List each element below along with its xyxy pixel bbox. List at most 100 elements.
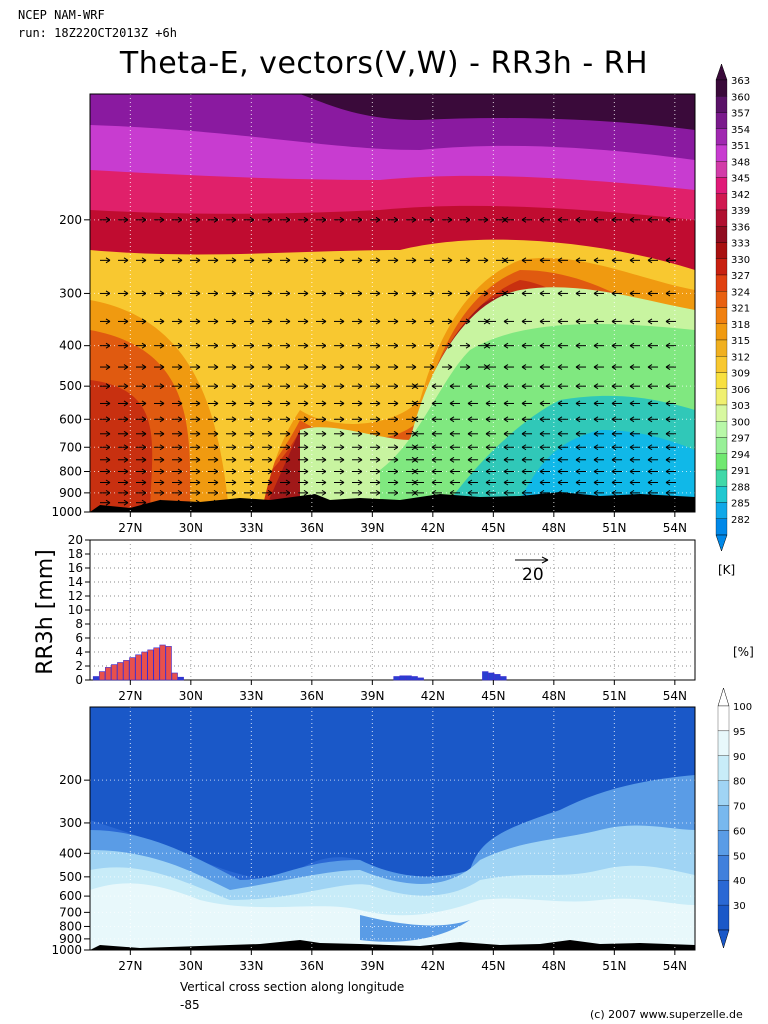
- wind-vector-head: [159, 430, 165, 437]
- wind-vector-head: [447, 257, 453, 264]
- rr3h-bar: [494, 674, 501, 681]
- wind-vector-head: [593, 342, 599, 349]
- theta-e-x-tick-label-48N: 48N: [542, 521, 566, 535]
- wind-vector-head: [105, 456, 111, 463]
- wind-vector-head: [249, 479, 255, 486]
- wind-vector-head: [195, 342, 201, 349]
- wind-vector-head: [249, 456, 255, 463]
- wind-vector-head: [177, 444, 183, 451]
- wind-vector-head: [267, 499, 273, 506]
- wind-vector-head: [447, 290, 453, 297]
- wind-vector-head: [521, 479, 527, 486]
- wind-vector-head: [231, 290, 237, 297]
- wind-vector-head: [413, 499, 419, 506]
- theta-e-panel: 200 300 400 500 600 700 800 900 1000 27N 30N 33N 36…: [51, 93, 696, 535]
- wind-vector-head: [393, 444, 399, 451]
- theta-e-colorbar-swatch-327: [715, 274, 728, 292]
- wind-vector-head: [467, 479, 473, 486]
- rh-colorbar-label-70: 70: [733, 802, 746, 813]
- wind-vector-head: [321, 468, 327, 475]
- wind-vector-head: [321, 456, 327, 463]
- rh-colorbar-top-arrow: [717, 687, 730, 707]
- wind-vector-head: [285, 489, 291, 496]
- wind-vector-head: [539, 479, 545, 486]
- theta-e-colorbar-label-288: 288: [731, 482, 750, 493]
- wind-vector-head: [375, 318, 381, 325]
- wind-vector-head: [321, 364, 327, 370]
- wind-vector-head: [629, 499, 635, 506]
- wind-vector-head: [213, 383, 219, 390]
- wind-vector-head: [213, 499, 219, 506]
- wind-vector-head: [249, 318, 255, 325]
- wind-vector-head: [159, 383, 165, 390]
- wind-vector-head: [303, 416, 309, 423]
- rh-x-tick-label-27N: 27N: [118, 959, 142, 973]
- wind-vector-head: [159, 257, 165, 264]
- wind-vector-head: [177, 364, 183, 370]
- wind-vector-head: [611, 468, 617, 475]
- rh-tick-label-300: 300: [59, 816, 82, 830]
- theta-e-tick-label-600: 600: [59, 412, 82, 426]
- wind-vector-head: [629, 342, 635, 349]
- wind-vector-head: [539, 499, 545, 506]
- wind-vector-head: [177, 430, 183, 437]
- wind-vector-head: [629, 468, 635, 475]
- wind-vector-head: [321, 416, 327, 423]
- rh-colorbar-swatch-90: [717, 755, 730, 781]
- wind-vector-head: [629, 489, 635, 496]
- wind-vector-head: [123, 216, 129, 223]
- wind-vector-head: [195, 489, 201, 496]
- wind-vector-head: [665, 489, 671, 496]
- wind-vector-head: [647, 290, 653, 297]
- wind-vector-head: [521, 364, 527, 370]
- wind-vector-head: [105, 430, 111, 437]
- wind-vector-head: [539, 257, 545, 264]
- wind-vector-head: [321, 257, 327, 264]
- wind-vector-head: [665, 383, 671, 390]
- rr3h-tick-label-6: 6: [75, 631, 83, 645]
- wind-vector-head: [593, 364, 599, 370]
- wind-vector-head: [141, 400, 147, 407]
- wind-vector-head: [611, 364, 617, 370]
- wind-vector-head: [195, 444, 201, 451]
- wind-vector-head: [285, 456, 291, 463]
- wind-vector-head: [575, 318, 581, 325]
- wind-vector-head: [285, 499, 291, 506]
- wind-vector-head: [231, 342, 237, 349]
- wind-vector-head: [267, 430, 273, 437]
- wind-vector-head: [123, 489, 129, 496]
- wind-vector-head: [285, 430, 291, 437]
- wind-vector-head: [285, 290, 291, 297]
- wind-vector-head: [647, 216, 653, 223]
- wind-vector-head: [231, 257, 237, 264]
- wind-vector-head: [449, 400, 455, 407]
- wind-vector-head: [375, 400, 381, 407]
- theta-e-colorbar-label-297: 297: [731, 434, 750, 445]
- wind-vector-head: [521, 318, 527, 325]
- theta-e-colorbar-label-306: 306: [731, 385, 750, 396]
- wind-vector-head: [429, 290, 435, 297]
- wind-vector-head: [611, 216, 617, 223]
- wind-vector-head: [375, 416, 381, 423]
- model-name: NCEP NAM-WRF: [18, 8, 105, 22]
- wind-vector-head: [429, 257, 435, 264]
- wind-vector-head: [267, 342, 273, 349]
- wind-vector-head: [321, 216, 327, 223]
- wind-vector-head: [665, 468, 671, 475]
- wind-vector-head: [339, 444, 345, 451]
- wind-vector-head: [557, 257, 563, 264]
- wind-vector-head: [447, 364, 453, 370]
- wind-vector-head: [647, 444, 653, 451]
- wind-vector-head: [611, 342, 617, 349]
- theta-e-colorbar-swatch-312: [715, 356, 728, 373]
- wind-vector-head: [267, 456, 273, 463]
- wind-vector-head: [485, 444, 491, 451]
- wind-vector-head: [503, 444, 509, 451]
- wind-vector-head: [303, 444, 309, 451]
- rr3h-x-tick-label-39N: 39N: [360, 689, 384, 703]
- wind-vector-head: [357, 430, 363, 437]
- wind-vector-head: [177, 383, 183, 390]
- theta-e-colorbar-label-282: 282: [731, 515, 750, 526]
- wind-vector-head: [629, 257, 635, 264]
- wind-vector-head: [665, 318, 671, 325]
